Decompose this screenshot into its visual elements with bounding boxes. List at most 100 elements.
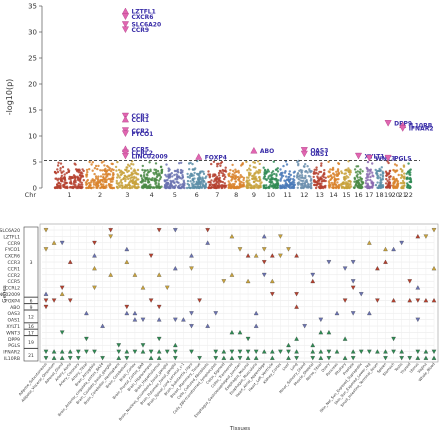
snp-point <box>124 179 127 183</box>
snp-point <box>155 172 158 176</box>
snp-point <box>210 162 213 166</box>
hit-marker <box>121 115 129 123</box>
expression-marker <box>124 304 130 310</box>
expression-marker <box>261 349 267 354</box>
snp-point <box>61 165 65 169</box>
gene-annotation-label: LZTFL1 <box>131 9 155 16</box>
snp-point <box>133 183 136 186</box>
hit-marker <box>365 154 373 162</box>
chromosome-points-14 <box>327 160 341 190</box>
snp-point <box>91 178 94 181</box>
snp-point <box>127 177 130 181</box>
expression-marker <box>148 355 154 360</box>
snp-point <box>328 185 331 188</box>
expression-marker <box>164 285 170 290</box>
expression-marker <box>253 349 259 354</box>
expression-marker <box>383 356 388 361</box>
snp-point <box>313 168 316 171</box>
snp-point <box>327 160 330 163</box>
gene-annotation-label: ABO <box>260 148 274 155</box>
snp-point <box>347 176 350 179</box>
gene-row-label: LZTFL1 <box>3 234 20 240</box>
snp-point <box>183 182 186 185</box>
snp-point <box>151 178 154 182</box>
snp-point <box>101 185 104 188</box>
snp-point <box>360 177 364 181</box>
snp-point <box>144 179 147 183</box>
expression-marker <box>173 342 178 348</box>
expression-marker <box>116 349 122 354</box>
snp-point <box>99 175 103 178</box>
snp-point <box>116 186 120 190</box>
snp-point <box>219 164 222 167</box>
locus-group-box <box>23 335 39 349</box>
snp-point <box>402 164 406 167</box>
snp-point <box>111 178 115 181</box>
expression-marker <box>59 355 65 360</box>
expression-marker <box>261 234 267 239</box>
snp-point <box>323 169 326 172</box>
snp-point <box>349 185 353 188</box>
snp-point <box>97 164 100 168</box>
snp-point <box>153 180 157 183</box>
snp-point <box>248 179 251 182</box>
snp-point <box>130 176 134 179</box>
snp-point <box>117 168 121 172</box>
snp-point <box>118 185 122 189</box>
snp-point <box>126 170 129 174</box>
snp-point <box>340 171 344 175</box>
y-tick-label: 5 <box>33 159 37 167</box>
snp-point <box>273 172 276 176</box>
snp-point <box>300 186 303 189</box>
snp-point <box>193 177 196 180</box>
gene-row-label: FOXP4 <box>5 298 20 304</box>
expression-marker <box>399 349 404 354</box>
expression-marker <box>116 355 122 360</box>
expression-marker <box>43 228 49 233</box>
expression-marker <box>342 355 348 360</box>
snp-point <box>128 180 132 183</box>
snp-point <box>221 172 225 175</box>
snp-point <box>204 182 208 185</box>
snp-point <box>87 181 91 185</box>
snp-point <box>234 168 237 171</box>
chromosome-points-5 <box>163 161 186 190</box>
snp-point <box>120 170 124 173</box>
expression-marker <box>51 298 57 303</box>
snp-point <box>91 169 94 172</box>
snp-point <box>214 173 217 177</box>
snp-point <box>253 161 257 164</box>
expression-marker <box>189 311 194 316</box>
gene-row-label: OAS3 <box>7 311 20 317</box>
snp-point <box>317 178 321 182</box>
expression-marker <box>294 349 299 354</box>
snp-point <box>115 181 119 185</box>
snp-point <box>310 182 313 185</box>
snp-point <box>297 177 300 181</box>
snp-point <box>148 186 151 189</box>
snp-point <box>366 170 369 173</box>
expression-marker <box>156 228 162 233</box>
expression-marker <box>237 330 243 335</box>
snp-point <box>112 168 115 172</box>
snp-point <box>287 176 290 179</box>
expression-marker <box>237 247 243 252</box>
snp-point <box>69 175 72 179</box>
snp-point <box>371 182 374 186</box>
chromosome-label: 9 <box>252 191 256 199</box>
snp-point <box>275 180 278 183</box>
snp-point <box>234 180 238 183</box>
snp-point <box>275 182 278 185</box>
snp-point <box>85 168 89 172</box>
locus-group-label: 21 <box>28 353 34 359</box>
snp-point <box>333 177 337 181</box>
snp-point <box>215 181 218 184</box>
snp-point <box>281 184 284 187</box>
snp-point <box>189 161 192 164</box>
snp-point <box>95 186 99 189</box>
snp-point <box>133 175 136 178</box>
expression-marker <box>108 228 113 233</box>
snp-point <box>178 162 181 165</box>
snp-point <box>85 173 89 176</box>
expression-marker <box>383 259 388 264</box>
